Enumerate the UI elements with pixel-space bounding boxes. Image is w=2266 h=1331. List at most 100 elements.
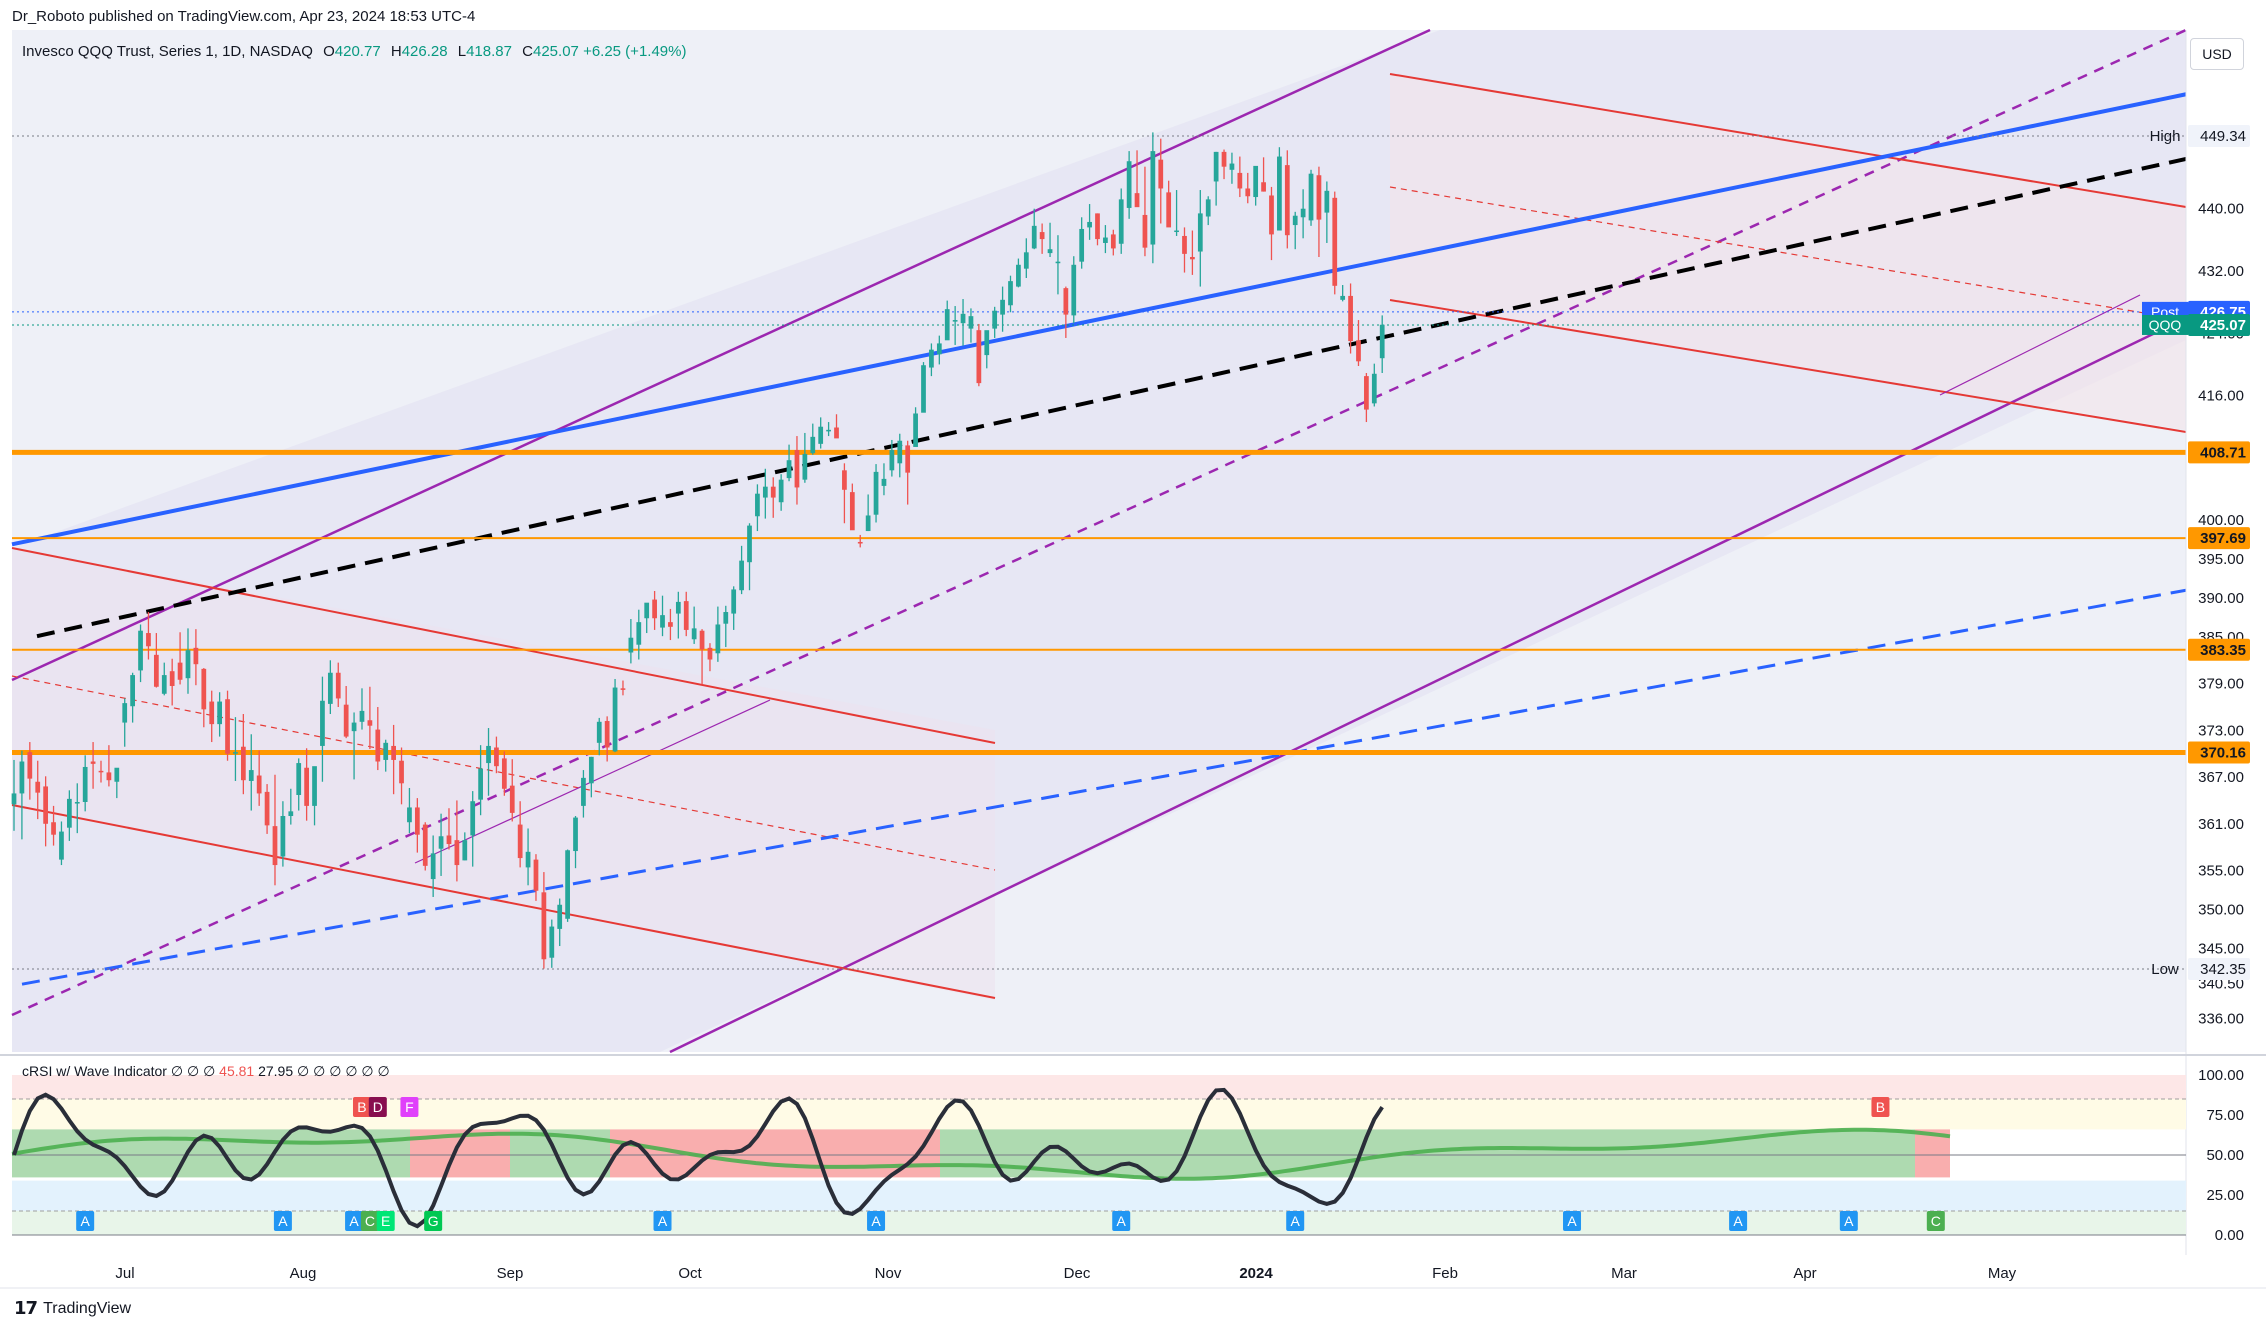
signal-marker-label: A: [658, 1213, 668, 1229]
candle-body: [747, 525, 752, 563]
indicator-value: ∅: [297, 1063, 310, 1079]
candle-body: [43, 786, 49, 824]
axis-price-text: 370.16: [2200, 744, 2246, 761]
signal-marker-label: G: [428, 1213, 439, 1229]
candle-body: [628, 637, 634, 653]
candle-body: [573, 817, 578, 852]
candle-body: [185, 650, 191, 679]
candle-body: [897, 440, 903, 464]
axis-price-text: 425.07: [2200, 317, 2246, 334]
candle-body: [1087, 221, 1092, 228]
candle-body: [66, 798, 72, 828]
candle-body: [1031, 225, 1037, 249]
price-tick-label: 367.00: [2198, 769, 2244, 786]
candle-body: [1356, 340, 1361, 362]
red-left-upper: [11, 547, 996, 744]
time-tick-label: Apr: [1793, 1265, 1816, 1282]
candle-body: [936, 343, 942, 355]
signal-marker: [653, 1211, 672, 1231]
candle-body: [944, 309, 950, 341]
time-tick-label: Mar: [1611, 1265, 1637, 1282]
price-tick-label: 400.00: [2198, 512, 2244, 529]
candle-body: [1142, 214, 1148, 248]
open-value: 420.77: [334, 43, 381, 60]
signal-marker: [273, 1211, 292, 1231]
candle-body: [1269, 195, 1274, 235]
candle-body: [1245, 188, 1251, 197]
candle-body: [1174, 230, 1179, 233]
signal-marker-label: A: [81, 1213, 91, 1229]
candle-body: [1039, 232, 1045, 240]
candle-body: [604, 721, 610, 748]
candle-body: [1110, 234, 1116, 249]
candle-body: [248, 770, 254, 781]
candle-body: [905, 445, 911, 473]
candle-body: [731, 589, 737, 614]
red-channel-mid: [1389, 186, 2187, 321]
time-tick-label: Dec: [1064, 1265, 1091, 1282]
candle-body: [35, 781, 41, 793]
candle-body: [446, 835, 452, 845]
range-label: Low: [2151, 961, 2179, 978]
signal-marker-label: F: [405, 1099, 414, 1115]
trend-line: [21, 588, 2187, 986]
wave-line: [11, 1127, 1951, 1181]
candle-body: [296, 763, 302, 795]
candle-body: [130, 675, 136, 707]
oversold-zone: [12, 1211, 2186, 1235]
time-tick-label: Nov: [875, 1265, 902, 1282]
trend-line: [36, 156, 2187, 639]
open-label: O: [323, 43, 335, 60]
indicator-value: 27.95: [258, 1063, 294, 1079]
signal-marker: [1112, 1211, 1131, 1231]
symbol-legend: Invesco QQQ Trust, Series 1, 1D, NASDAQ …: [22, 43, 686, 60]
candle-body: [636, 622, 642, 645]
symbol-name: Invesco QQQ Trust, Series 1, 1D, NASDAQ: [22, 43, 313, 60]
axis-price-tag: [2188, 441, 2250, 464]
candle-body: [818, 426, 824, 444]
axis-price-tag: [2188, 958, 2250, 980]
candle-body: [414, 807, 420, 835]
price-tick-label: 379.00: [2198, 676, 2244, 693]
axis-price-tag: [2188, 527, 2250, 550]
candle-body: [1261, 182, 1266, 192]
time-tick-label: Aug: [290, 1265, 317, 1282]
candle-body: [802, 453, 808, 480]
candle-body: [723, 612, 729, 624]
signal-marker-label: A: [1844, 1213, 1854, 1229]
candle-body: [778, 479, 784, 503]
candle-body: [1364, 376, 1369, 410]
candle-body: [1166, 192, 1172, 228]
signal-marker: [376, 1211, 395, 1231]
candle-body: [193, 647, 199, 665]
candle-body: [343, 704, 349, 737]
candle-body: [683, 601, 689, 630]
candle-body: [201, 668, 207, 710]
candle-body: [842, 470, 847, 490]
candle-body: [1071, 264, 1077, 316]
candle-body: [146, 633, 151, 647]
candle-body: [1205, 199, 1211, 217]
signal-marker: [1871, 1097, 1890, 1117]
candle-body: [1150, 151, 1156, 245]
red-left-lower: [11, 804, 996, 999]
purple-channel-upper: [11, 28, 1431, 682]
thin-purple-line-2: [1939, 294, 2141, 396]
high-label: H: [390, 43, 402, 60]
candle-body: [312, 766, 317, 806]
candle-body: [161, 675, 167, 694]
candle-body: [1158, 159, 1164, 189]
candle-body: [454, 840, 460, 866]
candle-body: [1008, 281, 1013, 306]
time-tick-label: Feb: [1432, 1265, 1458, 1282]
signal-marker-label: A: [871, 1213, 881, 1229]
candle-body: [1134, 193, 1140, 208]
candle-body: [857, 541, 863, 544]
candle-body: [1348, 295, 1353, 342]
low-label: L: [457, 43, 467, 60]
candle-body: [557, 904, 563, 929]
close-label: C: [522, 43, 533, 60]
currency-button[interactable]: USD: [2190, 38, 2244, 70]
